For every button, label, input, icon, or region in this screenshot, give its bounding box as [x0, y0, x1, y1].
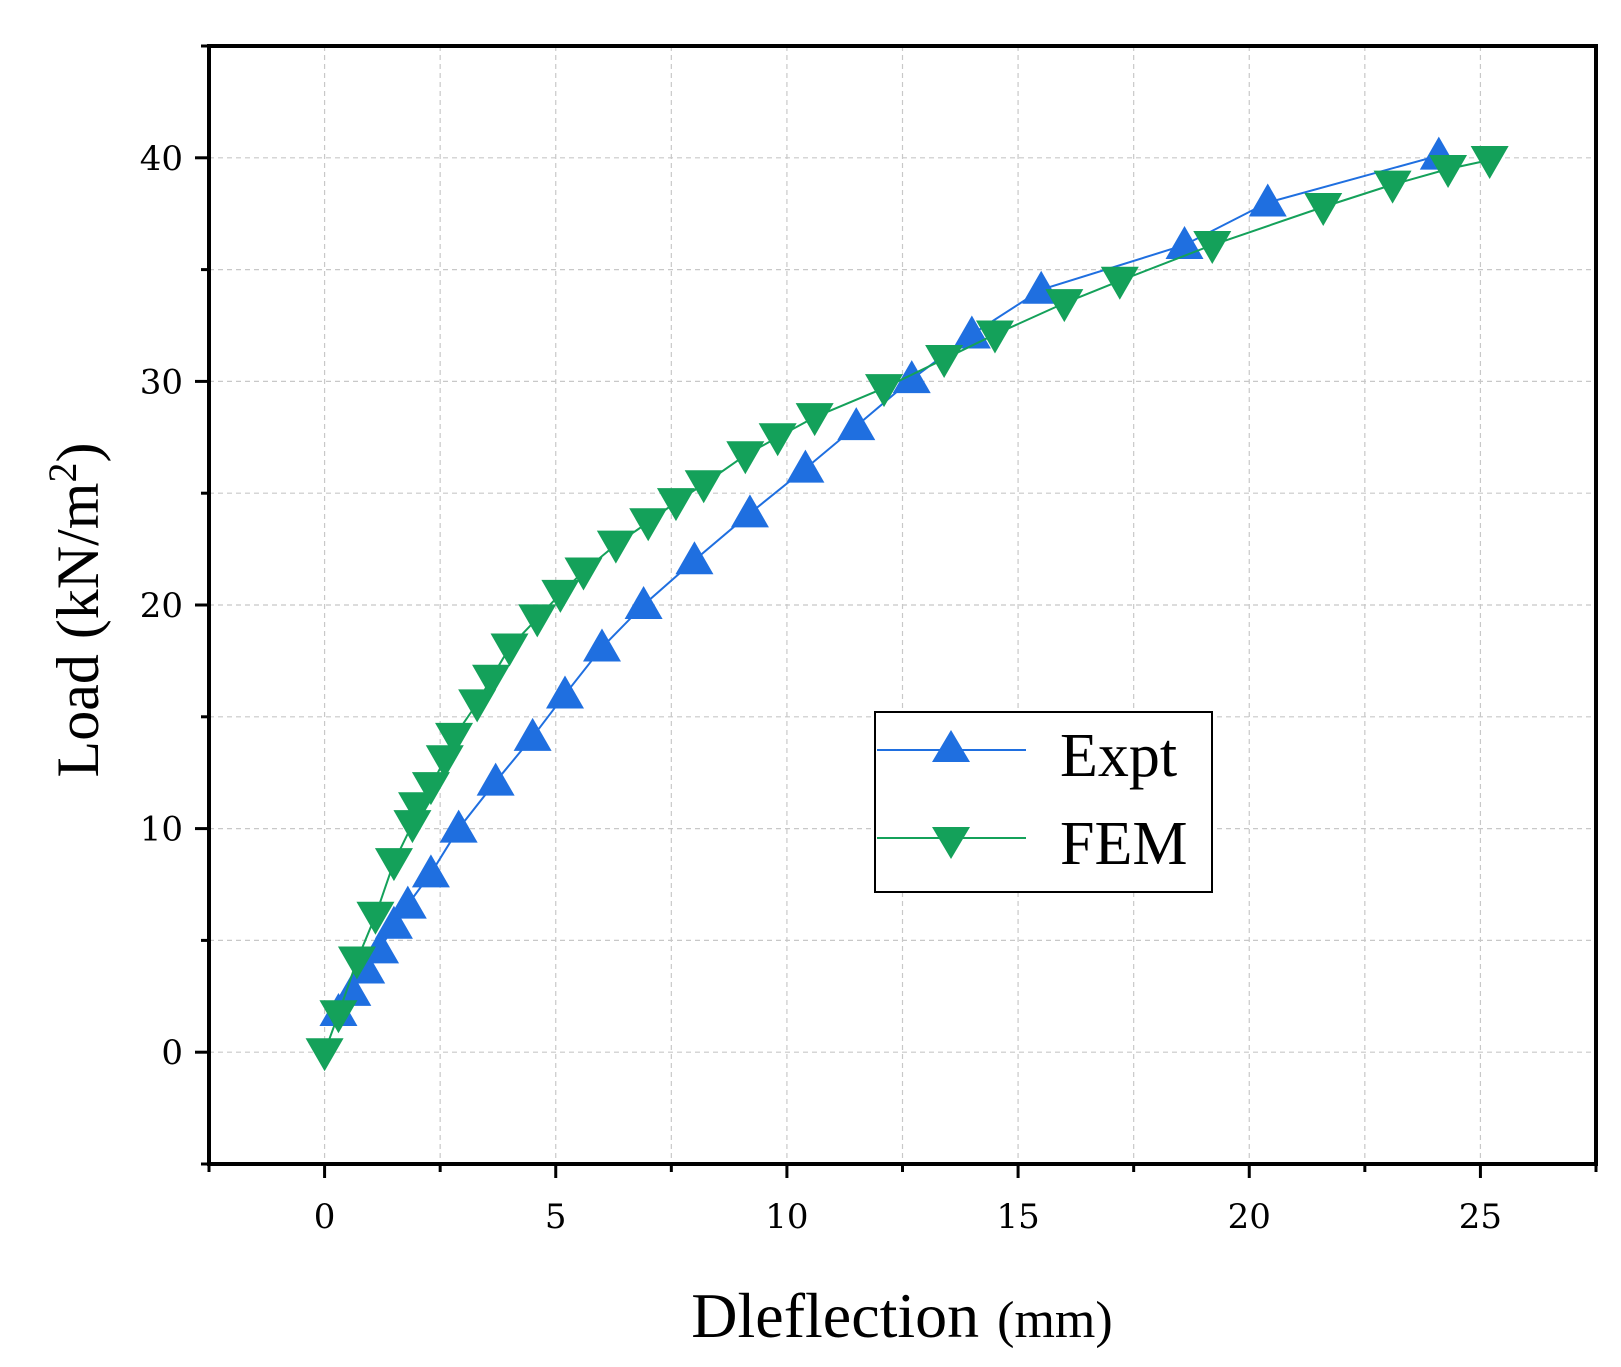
plot-frame	[207, 44, 1598, 1166]
x-tick-label: 15	[996, 1197, 1039, 1237]
y-axis-title: Load (kN/m2)	[40, 443, 111, 778]
data-point-fem	[656, 488, 695, 522]
grid	[209, 46, 1596, 1164]
data-point-fem	[795, 403, 834, 437]
y-tick-label: 10	[140, 810, 183, 850]
data-point-fem	[564, 557, 603, 591]
data-point-fem	[435, 722, 474, 756]
x-tick-label: 20	[1228, 1197, 1271, 1237]
data-point-expt	[624, 586, 663, 619]
data-point-fem	[758, 423, 797, 457]
data-point-fem	[518, 604, 557, 638]
series-fem	[305, 146, 1509, 1072]
data-point-expt	[1165, 226, 1204, 260]
data-point-expt	[439, 809, 478, 843]
data-point-fem	[458, 689, 497, 723]
data-point-fem	[472, 664, 511, 698]
legend: Expt FEM	[874, 711, 1213, 893]
data-point-fem	[490, 633, 529, 667]
x-tick-label: 0	[314, 1197, 336, 1237]
data-point-fem	[684, 470, 723, 504]
data-point-fem	[596, 530, 635, 564]
y-axis-title-main: Load (kN/m	[45, 483, 111, 778]
data-point-fem	[411, 772, 450, 806]
data-point-fem	[305, 1038, 344, 1072]
x-tick-label: 5	[545, 1197, 567, 1237]
data-point-expt	[675, 541, 714, 575]
data-point-fem	[374, 848, 413, 882]
series-group	[305, 136, 1509, 1072]
series-line-fem	[323, 159, 1490, 1053]
data-point-expt	[411, 854, 450, 888]
data-point-expt	[1248, 183, 1287, 217]
x-axis-ticks: 0 5 10 15 20 25	[207, 1164, 1598, 1237]
data-point-fem	[1373, 170, 1412, 204]
legend-marker-fem	[932, 827, 970, 859]
y-tick-label: 30	[140, 362, 183, 402]
data-point-fem	[865, 374, 904, 408]
legend-label-expt: Expt	[1060, 722, 1177, 790]
data-point-fem	[393, 810, 432, 844]
data-point-fem	[1045, 289, 1084, 323]
x-axis-title: Dleflection (mm)	[691, 1280, 1112, 1351]
data-point-fem	[925, 345, 964, 379]
data-point-fem	[1193, 231, 1232, 265]
y-axis-ticks: 0 10 20 30 40	[140, 44, 209, 1166]
y-tick-label: 20	[140, 586, 183, 626]
data-point-fem	[398, 792, 437, 826]
data-point-fem	[319, 1000, 358, 1034]
data-point-expt	[333, 972, 372, 1006]
data-point-fem	[1470, 146, 1509, 180]
data-point-fem	[1304, 192, 1343, 226]
data-point-expt	[892, 360, 931, 394]
data-point-fem	[975, 320, 1014, 354]
data-point-fem	[1100, 266, 1139, 300]
data-point-fem	[1429, 154, 1468, 188]
y-axis-title-sup: 2	[40, 463, 85, 483]
legend-box	[874, 711, 1213, 893]
data-point-expt	[786, 449, 825, 483]
data-point-expt	[388, 885, 427, 919]
data-point-expt	[837, 407, 876, 441]
x-axis-title-main: Dleflection	[691, 1280, 979, 1351]
data-point-fem	[337, 946, 376, 980]
y-axis-title-end: )	[45, 443, 111, 463]
data-point-expt	[513, 717, 552, 751]
data-point-expt	[545, 675, 584, 709]
data-point-expt	[476, 762, 515, 796]
y-tick-label: 0	[161, 1033, 183, 1073]
data-point-expt	[582, 628, 621, 662]
data-point-fem	[356, 901, 395, 935]
x-tick-label: 10	[765, 1197, 808, 1237]
legend-marker-expt	[932, 730, 970, 762]
y-tick-label: 40	[140, 139, 183, 179]
data-point-fem	[541, 579, 580, 613]
data-point-expt	[374, 905, 413, 939]
x-axis-title-unit: (mm)	[997, 1292, 1113, 1349]
data-point-expt	[730, 494, 769, 528]
data-point-fem	[629, 508, 668, 542]
x-tick-label: 25	[1459, 1197, 1502, 1237]
data-point-fem	[726, 441, 765, 475]
legend-label-fem: FEM	[1060, 810, 1187, 878]
